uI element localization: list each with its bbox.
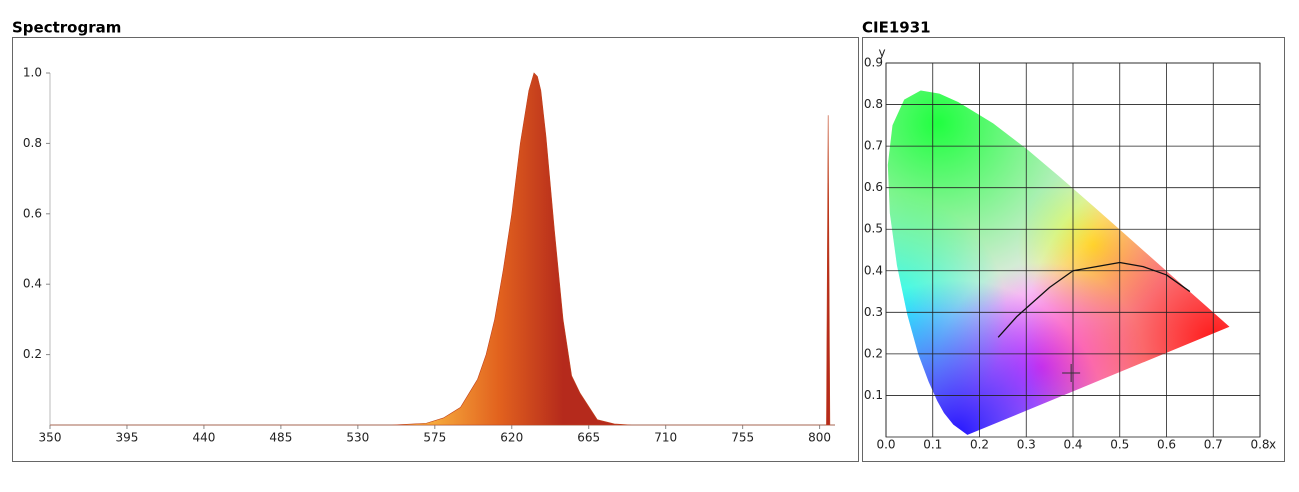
x-tick-label: 440	[192, 431, 215, 445]
y-axis-label: y	[878, 46, 885, 60]
x-tick-label: 0.4	[1063, 438, 1082, 452]
x-tick-label: 530	[346, 431, 369, 445]
y-tick-label: 0.9	[864, 56, 883, 70]
x-tick-label: 755	[731, 431, 754, 445]
x-tick-label: 0.2	[970, 438, 989, 452]
planckian-locus	[997, 261, 1191, 338]
x-tick-label: 0.6	[1157, 438, 1176, 452]
x-tick-label: 0.7	[1204, 438, 1223, 452]
x-tick-label: 350	[39, 431, 62, 445]
y-tick-label: 1.0	[23, 66, 42, 80]
x-tick-label: 395	[116, 431, 139, 445]
x-tick-label: 0.5	[1110, 438, 1129, 452]
panel-title: CIE1931	[862, 19, 931, 37]
cie-fill	[887, 90, 1230, 435]
y-tick-label: 0.7	[864, 139, 883, 153]
y-tick-label: 0.8	[23, 136, 42, 150]
plot-frame	[885, 62, 1261, 438]
y-tick-label: 0.3	[864, 305, 883, 319]
panel-frame	[12, 37, 859, 462]
y-tick-label: 0.5	[864, 222, 883, 236]
x-axis-label: x	[1269, 438, 1276, 452]
x-tick-label: 710	[654, 431, 677, 445]
x-tick-label: 0.8	[1250, 438, 1269, 452]
panel-frame	[862, 37, 1285, 462]
y-tick-label: 0.8	[864, 97, 883, 111]
y-tick-label: 0.6	[23, 206, 42, 220]
x-tick-label: 0.0	[876, 438, 895, 452]
x-tick-label: 485	[269, 431, 292, 445]
y-tick-label: 0.2	[864, 346, 883, 360]
cie-color	[887, 90, 1230, 435]
y-tick-label: 0.4	[864, 263, 883, 277]
y-tick-label: 0.4	[23, 277, 42, 291]
x-tick-label: 0.1	[923, 438, 942, 452]
chromaticity-point	[1062, 364, 1081, 383]
y-tick-label: 0.1	[864, 388, 883, 402]
x-tick-label: 575	[423, 431, 446, 445]
y-tick-label: 0.6	[864, 180, 883, 194]
spectrum-area	[50, 72, 835, 426]
x-tick-label: 800	[808, 431, 831, 445]
x-tick-label: 665	[577, 431, 600, 445]
x-tick-label: 0.3	[1017, 438, 1036, 452]
y-tick-label: 0.2	[23, 347, 42, 361]
x-tick-label: 620	[500, 431, 523, 445]
panel-title: Spectrogram	[12, 19, 121, 37]
